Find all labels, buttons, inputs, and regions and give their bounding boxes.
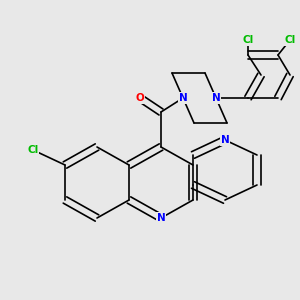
Text: Cl: Cl xyxy=(242,35,253,45)
Text: N: N xyxy=(212,93,220,103)
Text: Cl: Cl xyxy=(284,35,296,45)
Text: N: N xyxy=(178,93,188,103)
Text: N: N xyxy=(157,213,165,223)
Text: Cl: Cl xyxy=(27,145,39,155)
Text: O: O xyxy=(136,93,144,103)
Text: N: N xyxy=(220,135,230,145)
